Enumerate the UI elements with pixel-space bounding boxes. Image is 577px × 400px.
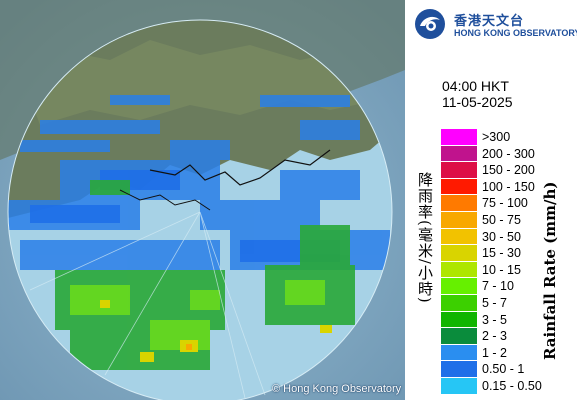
- legend-label: 0.15 - 0.50: [482, 378, 542, 393]
- legend-item: 100 - 150: [441, 178, 561, 196]
- legend-swatch: [441, 294, 477, 311]
- legend-label: 200 - 300: [482, 146, 535, 161]
- legend-item: >300: [441, 129, 561, 146]
- org-name-cn: 香港天文台: [454, 14, 525, 29]
- legend-swatch: [441, 278, 477, 294]
- radar-time: 04:00 HKT: [442, 78, 509, 94]
- legend-label: 2 - 3: [482, 329, 508, 344]
- legend-item: 75 - 100: [441, 195, 561, 212]
- rainfall-legend: >300 200 - 300 150 - 200 100 - 150 75 - 100 5…: [441, 129, 561, 395]
- legend-item: 200 - 300: [441, 145, 561, 163]
- legend-swatch: [441, 344, 477, 361]
- legend-label: 0.50 - 1: [482, 362, 525, 377]
- legend-label: 150 - 200: [482, 163, 535, 178]
- legend-label: 30 - 50: [482, 229, 521, 244]
- legend-swatch: [441, 361, 477, 377]
- legend-swatch: [441, 228, 477, 245]
- legend-swatch: [441, 145, 477, 162]
- hko-logo-icon: [415, 9, 445, 39]
- legend-swatch: [441, 195, 477, 211]
- legend-item: 15 - 30: [441, 245, 561, 262]
- radar-range-disc: [8, 20, 392, 400]
- legend-item: 0.50 - 1: [441, 361, 561, 378]
- legend-label: 3 - 5: [482, 312, 508, 327]
- legend-item: 50 - 75: [441, 211, 561, 229]
- legend-item: 2 - 3: [441, 328, 561, 345]
- legend-label: 75 - 100: [482, 196, 528, 211]
- range-ring: [7, 19, 393, 400]
- legend-label: 100 - 150: [482, 179, 535, 194]
- legend-item: 150 - 200: [441, 162, 561, 179]
- legend-label: 50 - 75: [482, 212, 521, 227]
- legend-label: 1 - 2: [482, 345, 508, 360]
- legend-item: 7 - 10: [441, 278, 561, 295]
- range-spokes: [29, 211, 266, 399]
- legend-swatch: [441, 261, 477, 278]
- legend-item: 3 - 5: [441, 311, 561, 329]
- legend-label: 7 - 10: [482, 279, 514, 294]
- radar-date: 11-05-2025: [442, 94, 513, 110]
- legend-swatch: [441, 178, 477, 195]
- hko-logo: 香港天文台 HONG KONG OBSERVATORY: [414, 6, 577, 42]
- legend-title-cn: 降雨率(毫米/小時): [416, 172, 434, 304]
- legend-title-en: Rainfall Rate (mm/h): [541, 181, 559, 360]
- legend-swatch: [441, 328, 477, 344]
- legend-swatch: [441, 211, 477, 228]
- legend-label: 10 - 15: [482, 262, 521, 277]
- org-name-en: HONG KONG OBSERVATORY: [454, 28, 577, 38]
- radar-map-canvas: [0, 0, 405, 400]
- legend-panel: 香港天文台 HONG KONG OBSERVATORY 04:00 HKT 11…: [405, 0, 577, 400]
- legend-swatch: [441, 245, 477, 261]
- legend-item: 1 - 2: [441, 344, 561, 362]
- legend-swatch: [441, 377, 477, 394]
- legend-swatch: [441, 129, 477, 145]
- legend-item: 5 - 7: [441, 294, 561, 312]
- legend-item: 10 - 15: [441, 261, 561, 279]
- copyright-credit: © Hong Kong Observatory: [272, 383, 402, 395]
- legend-item: 0.15 - 0.50: [441, 377, 561, 395]
- legend-label: 5 - 7: [482, 295, 508, 310]
- legend-label: >300: [482, 130, 511, 144]
- legend-swatch: [441, 162, 477, 178]
- radar-map: © Hong Kong Observatory: [0, 0, 405, 400]
- legend-swatch: [441, 311, 477, 328]
- legend-item: 30 - 50: [441, 228, 561, 246]
- legend-label: 15 - 30: [482, 246, 521, 261]
